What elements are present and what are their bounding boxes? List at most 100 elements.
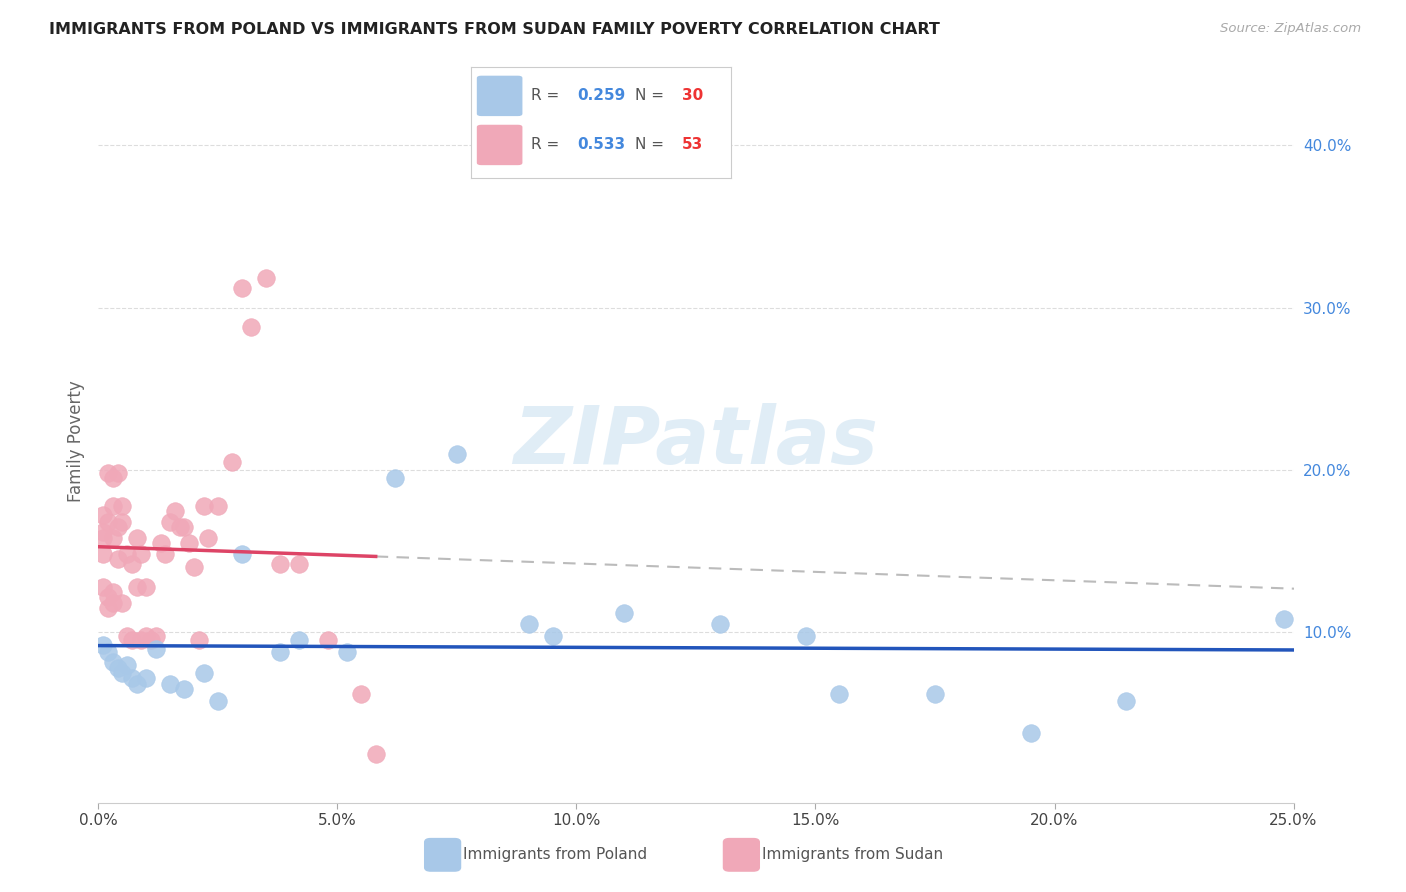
FancyBboxPatch shape	[724, 838, 759, 871]
Point	[121, 557, 143, 571]
Point	[149, 536, 172, 550]
Point	[197, 531, 219, 545]
Point	[91, 531, 114, 545]
Point	[709, 617, 731, 632]
FancyBboxPatch shape	[478, 77, 522, 115]
Text: N =: N =	[636, 88, 669, 103]
Point	[91, 524, 114, 539]
Point	[828, 687, 851, 701]
Y-axis label: Family Poverty: Family Poverty	[66, 381, 84, 502]
Point	[131, 548, 153, 562]
Point	[169, 520, 191, 534]
Text: 53: 53	[682, 137, 703, 153]
Point	[613, 606, 636, 620]
Point	[240, 320, 263, 334]
Text: Immigrants from Poland: Immigrants from Poland	[463, 847, 647, 863]
Point	[193, 499, 215, 513]
Point	[125, 531, 148, 545]
Point	[187, 633, 209, 648]
Point	[111, 665, 134, 680]
Point	[101, 471, 124, 485]
Point	[111, 596, 134, 610]
Point	[101, 499, 124, 513]
Text: N =: N =	[636, 137, 669, 153]
Point	[111, 515, 134, 529]
Point	[121, 671, 143, 685]
Point	[173, 520, 195, 534]
Point	[159, 515, 181, 529]
Point	[269, 557, 291, 571]
Point	[91, 580, 114, 594]
Point	[115, 657, 138, 672]
Point	[336, 645, 359, 659]
Point	[207, 499, 229, 513]
Text: Source: ZipAtlas.com: Source: ZipAtlas.com	[1220, 22, 1361, 36]
FancyBboxPatch shape	[478, 126, 522, 164]
Text: Immigrants from Sudan: Immigrants from Sudan	[762, 847, 943, 863]
Point	[254, 271, 277, 285]
Point	[179, 536, 201, 550]
Point	[107, 466, 129, 480]
Point	[517, 617, 540, 632]
Point	[107, 520, 129, 534]
Point	[541, 629, 564, 643]
Point	[364, 747, 387, 761]
Point	[269, 645, 291, 659]
Point	[288, 633, 311, 648]
Point	[207, 693, 229, 707]
Text: 30: 30	[682, 88, 703, 103]
Point	[231, 548, 253, 562]
Point	[139, 633, 162, 648]
Point	[350, 687, 373, 701]
Point	[131, 633, 153, 648]
Point	[446, 447, 468, 461]
Point	[91, 508, 114, 523]
Point	[163, 503, 186, 517]
Point	[125, 677, 148, 691]
Text: IMMIGRANTS FROM POLAND VS IMMIGRANTS FROM SUDAN FAMILY POVERTY CORRELATION CHART: IMMIGRANTS FROM POLAND VS IMMIGRANTS FRO…	[49, 22, 941, 37]
Point	[1272, 612, 1295, 626]
Point	[231, 281, 253, 295]
Point	[101, 655, 124, 669]
Point	[91, 548, 114, 562]
Text: R =: R =	[531, 88, 564, 103]
Point	[101, 596, 124, 610]
Point	[221, 455, 243, 469]
Point	[121, 633, 143, 648]
Point	[97, 601, 120, 615]
Point	[159, 677, 181, 691]
Point	[135, 629, 157, 643]
Point	[107, 661, 129, 675]
Point	[794, 629, 817, 643]
Point	[135, 580, 157, 594]
Point	[111, 499, 134, 513]
Point	[97, 645, 120, 659]
Point	[1019, 726, 1042, 740]
Point	[145, 641, 167, 656]
Point	[115, 548, 138, 562]
Text: 0.259: 0.259	[578, 88, 626, 103]
Point	[91, 638, 114, 652]
Point	[145, 629, 167, 643]
Point	[193, 665, 215, 680]
Text: ZIPatlas: ZIPatlas	[513, 402, 879, 481]
Point	[97, 515, 120, 529]
Point	[125, 580, 148, 594]
Point	[1115, 693, 1137, 707]
Point	[316, 633, 339, 648]
FancyBboxPatch shape	[425, 838, 461, 871]
Point	[101, 584, 124, 599]
Point	[97, 590, 120, 604]
Point	[135, 671, 157, 685]
Point	[97, 466, 120, 480]
Point	[384, 471, 406, 485]
Point	[183, 560, 205, 574]
Point	[155, 548, 177, 562]
Text: 0.533: 0.533	[578, 137, 626, 153]
Point	[115, 629, 138, 643]
Point	[101, 531, 124, 545]
Text: R =: R =	[531, 137, 564, 153]
Point	[107, 552, 129, 566]
Point	[173, 682, 195, 697]
Point	[924, 687, 946, 701]
